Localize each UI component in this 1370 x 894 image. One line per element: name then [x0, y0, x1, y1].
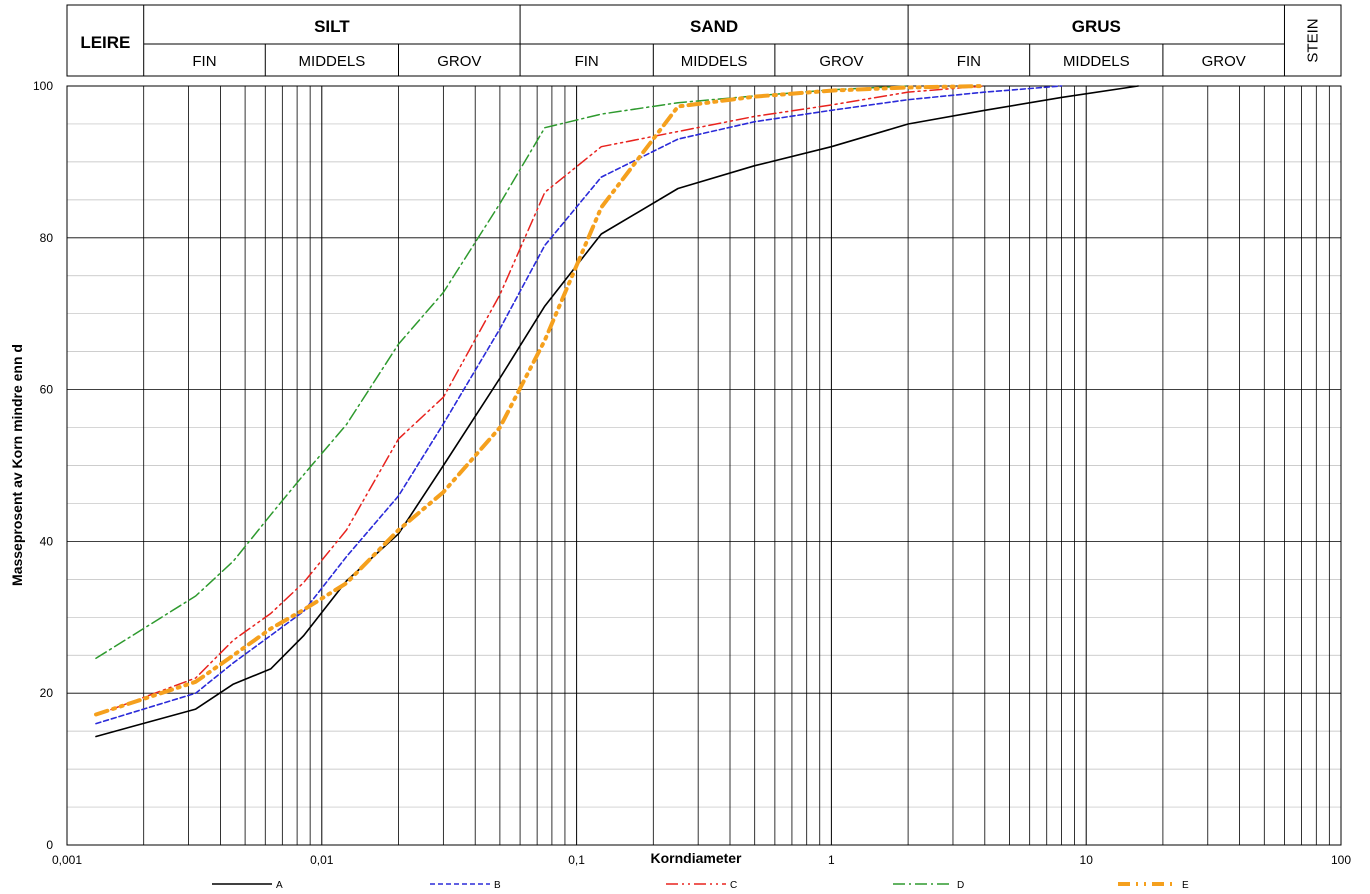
- y-tick-label: 40: [40, 534, 54, 548]
- plot-frame: [66, 85, 1342, 846]
- series-line-c: [95, 85, 986, 716]
- x-tick-label: 1: [828, 853, 835, 867]
- legend: A B C D E: [212, 880, 1189, 891]
- header-sub-middels: MIDDELS: [1063, 53, 1130, 70]
- series-line-b: [95, 85, 1063, 725]
- header-grus: GRUS: [1072, 17, 1121, 36]
- y-tick-label: 80: [40, 231, 54, 245]
- series-line-e: [94, 84, 987, 717]
- legend-label-d: D: [957, 880, 964, 891]
- y-axis-label: Masseprosent av Korn mindre enn d: [9, 344, 25, 586]
- y-tick-label: 0: [46, 838, 53, 852]
- legend-label-b: B: [494, 880, 501, 891]
- header-leire: LEIRE: [80, 33, 130, 52]
- header-silt: SILT: [314, 17, 350, 36]
- plot-grid: [66, 85, 1342, 846]
- header-sub-middels: MIDDELS: [681, 53, 748, 70]
- soil-class-header: LEIRE SILT FIN MIDDELS GROV SAND FIN MIDDELS GRO…: [66, 4, 1342, 77]
- x-tick-label: 100: [1331, 853, 1351, 867]
- legend-label-e: E: [1182, 880, 1189, 891]
- series-line-d: [95, 85, 909, 660]
- y-tick-label: 100: [33, 79, 53, 93]
- data-series: [94, 84, 1139, 738]
- legend-label-c: C: [730, 880, 737, 891]
- x-tick-label: 10: [1080, 853, 1094, 867]
- series-line-a: [95, 85, 1139, 738]
- header-sub-fin: FIN: [192, 53, 216, 70]
- x-tick-label: 0,1: [568, 853, 585, 867]
- y-tick-label: 20: [40, 686, 54, 700]
- legend-label-a: A: [276, 880, 283, 891]
- header-sub-middels: MIDDELS: [299, 53, 366, 70]
- header-frame: [66, 4, 1342, 77]
- header-sand: SAND: [690, 17, 738, 36]
- header-sub-grov: GROV: [1202, 53, 1246, 70]
- y-tick-label: 60: [40, 383, 54, 397]
- header-sub-grov: GROV: [819, 53, 863, 70]
- x-axis-label: Korndiameter: [650, 850, 742, 866]
- header-sub-grov: GROV: [437, 53, 481, 70]
- header-sub-fin: FIN: [575, 53, 599, 70]
- x-tick-label: 0,001: [52, 853, 82, 867]
- axis-ticks: 0,001 0,01 0,1 1 10 100 0 20 40 60 80 100: [33, 79, 1351, 867]
- x-tick-label: 0,01: [310, 853, 334, 867]
- header-stein: STEIN: [1305, 18, 1322, 62]
- header-sub-fin: FIN: [957, 53, 981, 70]
